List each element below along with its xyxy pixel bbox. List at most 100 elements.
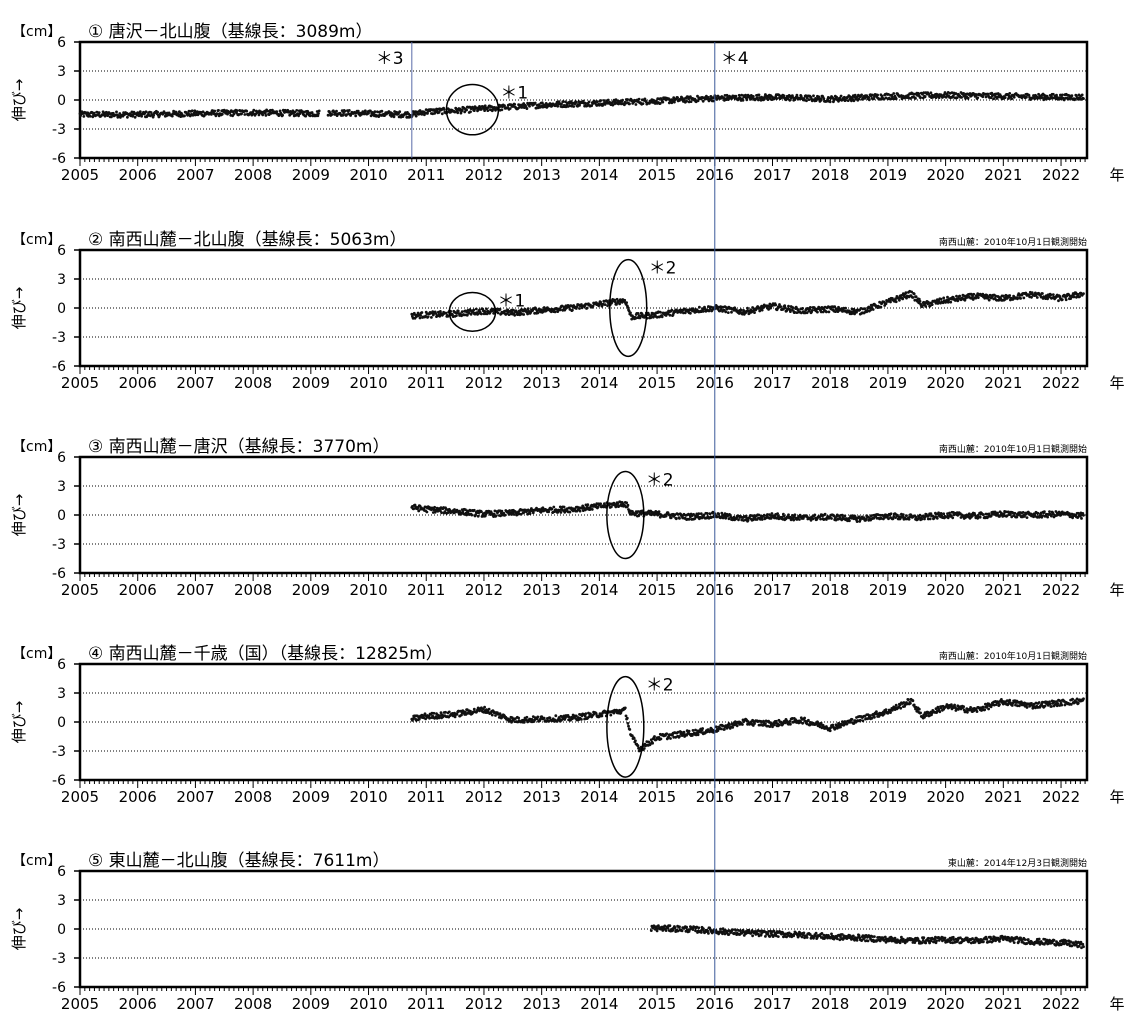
data-point (724, 98, 728, 101)
x-axis-unit: 年 (1109, 788, 1124, 806)
data-point (689, 311, 692, 315)
data-point (819, 517, 822, 521)
y-tick-label: 0 (57, 508, 66, 524)
data-point (625, 501, 628, 505)
data-point (434, 312, 438, 315)
data-point (699, 512, 703, 516)
data-point (661, 100, 665, 104)
data-point (326, 113, 330, 117)
data-point (585, 306, 589, 310)
panel-title: ① 唐沢－北山腹（基線長：3089m） (88, 21, 372, 42)
data-point (1064, 298, 1068, 302)
data-point (626, 503, 630, 507)
data-point (500, 509, 504, 513)
data-point (787, 304, 790, 308)
data-point (898, 298, 901, 302)
data-point (425, 510, 429, 514)
data-point (894, 300, 898, 304)
data-point (1035, 296, 1039, 299)
x-tick-label: 2006 (119, 374, 157, 392)
data-point (799, 95, 803, 98)
y-tick-label: 3 (57, 64, 66, 80)
data-point (569, 100, 573, 103)
data-point (1051, 293, 1055, 296)
y-tick-label: 0 (57, 715, 66, 731)
data-point (1036, 511, 1040, 515)
data-point (437, 111, 441, 114)
data-point (962, 92, 965, 95)
x-tick-label: 2014 (580, 166, 618, 184)
data-point (1057, 299, 1060, 303)
data-point (513, 103, 517, 106)
data-point (867, 98, 871, 102)
data-point (559, 511, 563, 514)
data-point (984, 95, 988, 99)
x-tick-label: 2011 (407, 374, 445, 392)
data-point (575, 305, 579, 309)
x-tick-label: 2022 (1042, 788, 1080, 806)
data-point (1013, 511, 1017, 515)
data-point (904, 291, 908, 295)
data-point (472, 109, 476, 112)
data-point (901, 513, 905, 517)
data-point (626, 722, 630, 725)
data-point (356, 109, 360, 113)
x-tick-label: 2020 (927, 166, 965, 184)
x-tick-label: 2022 (1042, 166, 1080, 184)
x-tick-label: 2010 (349, 166, 387, 184)
data-point (213, 109, 217, 113)
data-point (419, 314, 422, 317)
data-point (641, 102, 645, 105)
data-point (591, 304, 595, 308)
data-point (600, 714, 604, 718)
data-point (976, 96, 980, 100)
x-axis-unit: 年 (1109, 166, 1124, 184)
data-point (698, 305, 701, 309)
data-point (446, 314, 450, 318)
data-point (440, 511, 443, 515)
data-point (871, 308, 875, 311)
data-point (960, 96, 963, 99)
data-point (798, 518, 801, 521)
data-point (456, 309, 460, 313)
data-point (753, 311, 756, 314)
data-point (918, 513, 922, 517)
x-tick-label: 2020 (927, 581, 965, 599)
data-point (955, 294, 958, 298)
data-point (440, 112, 444, 116)
data-point (683, 311, 687, 315)
data-point (367, 111, 370, 115)
data-point (676, 96, 679, 100)
data-point (912, 292, 916, 296)
data-point (924, 305, 928, 308)
x-tick-label: 2006 (119, 581, 157, 599)
data-point (243, 113, 247, 116)
data-point (717, 512, 720, 516)
data-point (632, 736, 636, 740)
data-point (1060, 93, 1064, 97)
data-point (972, 292, 976, 296)
data-point (708, 512, 712, 516)
annotation-label: ＊2 (646, 471, 674, 491)
data-point (701, 310, 705, 313)
x-tick-label: 2006 (119, 166, 157, 184)
data-point (966, 96, 970, 100)
data-point (623, 706, 627, 710)
data-point (770, 512, 774, 515)
data-point (1042, 98, 1046, 102)
panel-note: 南西山麓：2010年10月1日観測開始 (939, 236, 1087, 248)
data-point (880, 94, 884, 98)
data-point (240, 112, 244, 116)
data-point (636, 312, 640, 315)
y-tick-label: 3 (57, 479, 66, 495)
data-point (843, 514, 847, 518)
data-point (316, 114, 320, 118)
data-point (968, 92, 972, 95)
data-point (775, 97, 779, 100)
x-tick-label: 2019 (869, 581, 907, 599)
data-point (520, 106, 524, 109)
unit-label: 【cm】 (12, 232, 61, 248)
data-point (949, 300, 953, 304)
x-tick-label: 2005 (61, 374, 99, 392)
data-point (190, 109, 194, 113)
